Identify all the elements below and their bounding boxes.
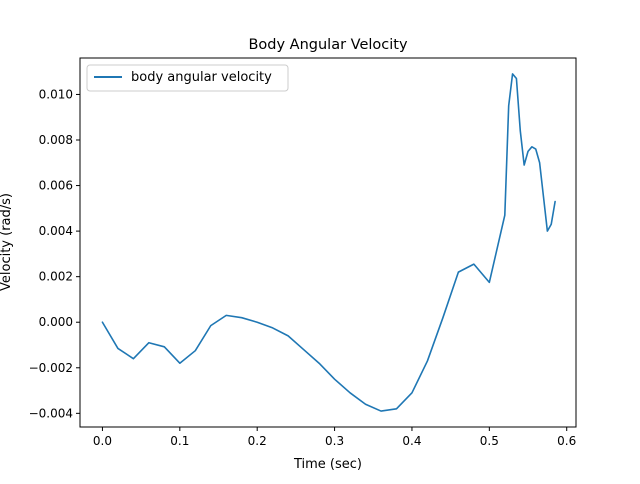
x-axis-label: Time (sec) <box>293 457 362 472</box>
legend-box <box>86 64 289 92</box>
x-tick-label: 0.2 <box>248 434 267 448</box>
x-tick-label: 0.4 <box>402 434 421 448</box>
y-tick-label: 0.004 <box>39 224 73 238</box>
y-axis-label: Velocity (rad/s) <box>0 193 14 291</box>
y-axis: −0.004 −0.002 0.000 0.002 0.004 0.006 0.008 0.0… <box>29 87 80 420</box>
y-tick-label: 0.008 <box>39 133 73 147</box>
y-tick-label: 0.002 <box>39 270 73 284</box>
series-line <box>101 73 556 412</box>
x-tick-label: 0.5 <box>480 434 499 448</box>
x-tick-label: 0.1 <box>170 434 189 448</box>
x-tick-label: 0.6 <box>557 434 576 448</box>
y-tick-label: 0.000 <box>39 315 73 329</box>
y-tick-label: 0.010 <box>39 87 73 101</box>
x-axis: 0.0 0.1 0.2 0.3 0.4 0.5 0.6 <box>93 427 576 448</box>
y-tick-label: 0.006 <box>39 179 73 193</box>
x-tick-label: 0.0 <box>93 434 112 448</box>
x-tick-label: 0.3 <box>325 434 344 448</box>
y-tick-label: −0.002 <box>29 361 73 375</box>
legend-label: body angular velocity <box>131 70 272 85</box>
y-tick-label: −0.004 <box>29 406 73 420</box>
legend: body angular velocity <box>86 64 289 92</box>
axes-frame <box>79 57 577 428</box>
plot-area <box>101 73 556 412</box>
chart-title: Body Angular Velocity <box>248 37 408 53</box>
